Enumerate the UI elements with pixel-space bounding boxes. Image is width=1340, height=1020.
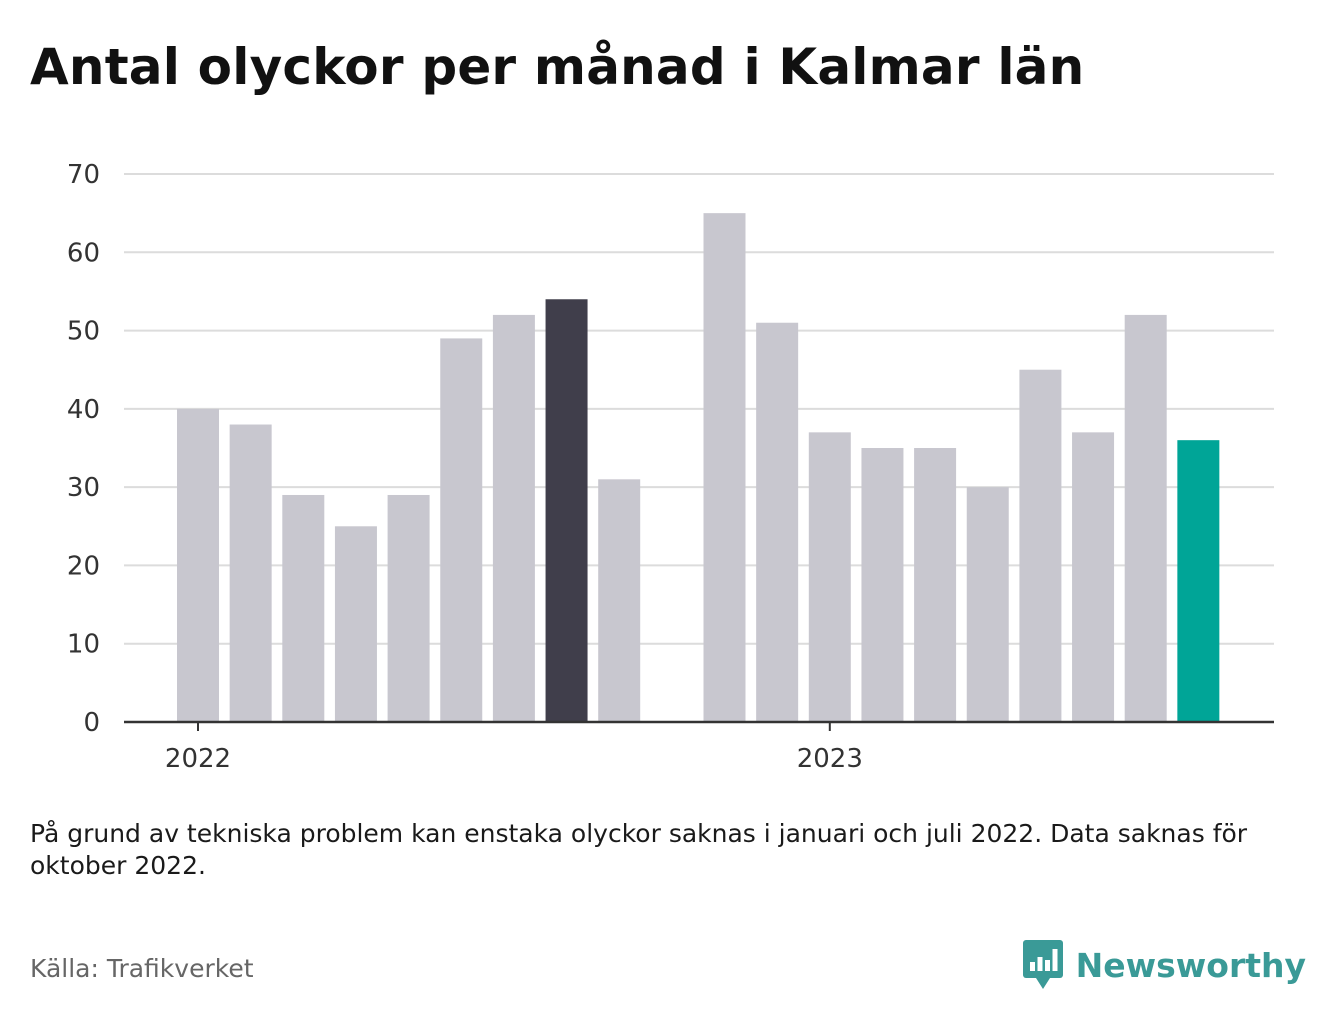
bars xyxy=(177,213,1220,722)
bar-chart: 0 10 20 30 40 50 60 70 2022 2023 xyxy=(67,160,1274,774)
bar xyxy=(440,338,483,722)
bar xyxy=(703,213,746,722)
source-text: Källa: Trafikverket xyxy=(30,954,254,983)
bar xyxy=(282,494,325,722)
y-axis: 0 10 20 30 40 50 60 70 xyxy=(67,160,100,738)
y-tick-label: 0 xyxy=(83,708,100,738)
bar xyxy=(598,479,641,722)
newsworthy-logo-icon xyxy=(1022,940,1063,989)
bar xyxy=(1177,440,1220,722)
y-tick-label: 30 xyxy=(67,473,100,503)
bar xyxy=(229,424,272,722)
bar xyxy=(914,448,957,722)
bar xyxy=(861,448,904,722)
bar xyxy=(808,432,851,722)
bar xyxy=(1124,314,1167,722)
bar xyxy=(334,526,377,722)
x-tick-label: 2023 xyxy=(797,744,863,774)
bar xyxy=(177,408,219,722)
bar xyxy=(1072,432,1115,722)
brand-logo: Newsworthy xyxy=(1022,938,1306,992)
y-tick-label: 10 xyxy=(67,630,100,660)
brand-name: Newsworthy xyxy=(1075,945,1306,985)
y-tick-label: 40 xyxy=(67,395,100,425)
y-tick-label: 20 xyxy=(67,551,100,581)
bar xyxy=(545,299,588,722)
bar xyxy=(756,322,799,722)
y-tick-label: 50 xyxy=(67,317,100,347)
bar xyxy=(492,314,535,722)
x-axis: 2022 2023 xyxy=(124,720,1274,774)
bar xyxy=(1019,369,1062,722)
bar xyxy=(966,487,1009,722)
bar xyxy=(387,494,430,722)
y-tick-label: 70 xyxy=(67,160,100,190)
y-tick-label: 60 xyxy=(67,238,100,268)
x-tick-label: 2022 xyxy=(165,744,231,774)
chart-title: Antal olyckor per månad i Kalmar län xyxy=(30,38,1085,96)
footnote: På grund av tekniska problem kan enstaka… xyxy=(30,819,1248,880)
